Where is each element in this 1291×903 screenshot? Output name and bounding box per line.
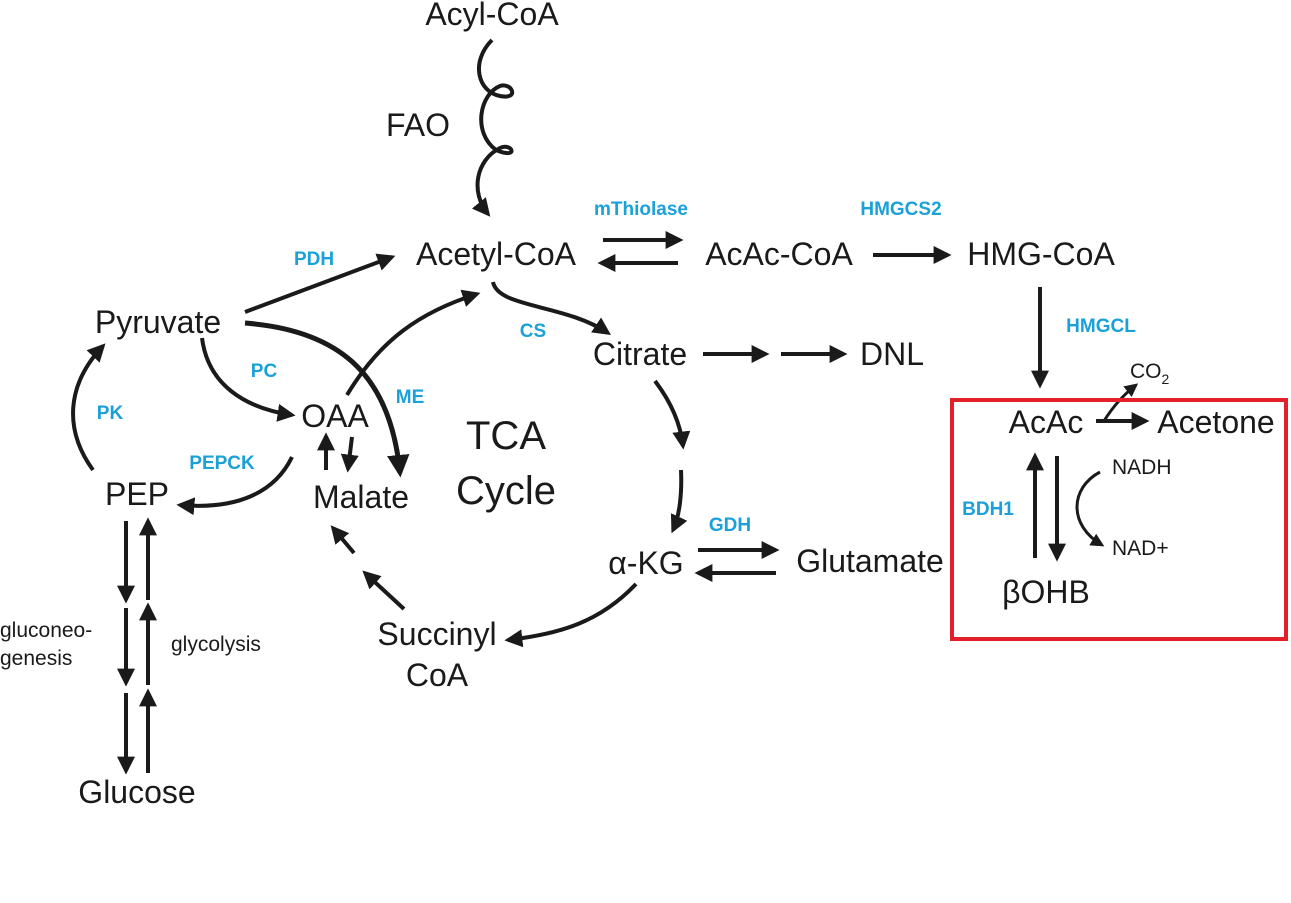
dnl-label: DNL xyxy=(860,336,924,372)
fao-coil-arrow xyxy=(471,38,514,217)
pyruvate-label: Pyruvate xyxy=(95,304,221,340)
pdh-arrow xyxy=(244,253,396,314)
pep-label: PEP xyxy=(105,476,169,512)
ketone-highlight-box xyxy=(950,398,1288,641)
citrate-akg-arrow-1 xyxy=(653,379,691,450)
nadh-label: NADH xyxy=(1112,456,1172,479)
cs-label: CS xyxy=(520,321,546,342)
akg-succinyl-arrow xyxy=(504,582,638,648)
fao-label: FAO xyxy=(386,107,450,143)
pepck-arrow xyxy=(176,456,294,516)
glutamate-label: Glutamate xyxy=(796,543,944,579)
bohb-label: βOHB xyxy=(1002,574,1090,610)
metabolite-labels: Acyl-CoA Acetyl-CoA AcAc-CoA HMG-CoA Pyr… xyxy=(78,0,1274,810)
succinyl-coa-label: CoA xyxy=(406,657,469,693)
citrate-label: Citrate xyxy=(593,336,687,372)
pepck-label: PEPCK xyxy=(189,453,255,474)
hmg-coa-label: HMG-CoA xyxy=(967,236,1115,272)
co2-subscript: 2 xyxy=(1162,371,1170,387)
gluconeogenesis-label-1: gluconeo- xyxy=(0,619,92,642)
enzyme-labels: mThiolase HMGCS2 PDH CS HMGCL PC ME PK P… xyxy=(97,199,1136,536)
gluconeogenesis-label-2: genesis xyxy=(0,647,72,670)
glucose-label: Glucose xyxy=(78,774,195,810)
succinyl-malate-arrow-1 xyxy=(362,570,406,611)
hmgcl-label: HMGCL xyxy=(1066,316,1136,337)
pdh-label: PDH xyxy=(294,249,334,270)
me-arrow xyxy=(244,320,410,478)
succinyl-label: Succinyl xyxy=(377,616,496,652)
glycolysis-label: glycolysis xyxy=(171,633,261,656)
process-labels: FAO TCA Cycle gluconeo- genesis glycolys… xyxy=(0,107,556,670)
oaa-acetylcoa-arrow xyxy=(345,289,481,397)
co2-main-text: CO xyxy=(1130,360,1162,383)
pc-label: PC xyxy=(251,361,278,382)
acac-label: AcAc xyxy=(1009,404,1084,440)
cofactor-labels: CO2 NADH NAD+ xyxy=(1112,360,1172,560)
me-label: ME xyxy=(396,387,425,408)
acyl-coa-label: Acyl-CoA xyxy=(425,0,559,32)
gdh-label: GDH xyxy=(709,515,751,536)
tca-label: TCA xyxy=(466,414,546,458)
oaa-malate-arrow xyxy=(340,436,359,473)
cycle-label: Cycle xyxy=(456,469,556,513)
acac-coa-label: AcAc-CoA xyxy=(705,236,853,272)
pathway-arrows xyxy=(71,38,1150,775)
pk-label: PK xyxy=(97,403,124,424)
nad-label: NAD+ xyxy=(1112,537,1169,560)
alpha-kg-label: α-KG xyxy=(608,545,683,581)
bdh1-label: BDH1 xyxy=(962,499,1014,520)
co2-release-arrow xyxy=(1102,383,1139,422)
cs-arrow xyxy=(491,281,611,336)
mthiolase-label: mThiolase xyxy=(594,199,688,220)
oaa-label: OAA xyxy=(301,398,369,434)
succinyl-malate-arrow-2 xyxy=(330,525,356,555)
nadh-nad-arrow xyxy=(1075,470,1105,547)
malate-label: Malate xyxy=(313,479,409,515)
hmgcs2-label: HMGCS2 xyxy=(860,199,941,220)
citrate-akg-arrow-2 xyxy=(670,469,688,534)
acetyl-coa-label: Acetyl-CoA xyxy=(416,236,577,272)
acetone-label: Acetone xyxy=(1157,404,1274,440)
pc-arrow xyxy=(200,337,296,422)
co2-label: CO2 xyxy=(1130,360,1170,387)
pk-arrow xyxy=(71,343,106,472)
